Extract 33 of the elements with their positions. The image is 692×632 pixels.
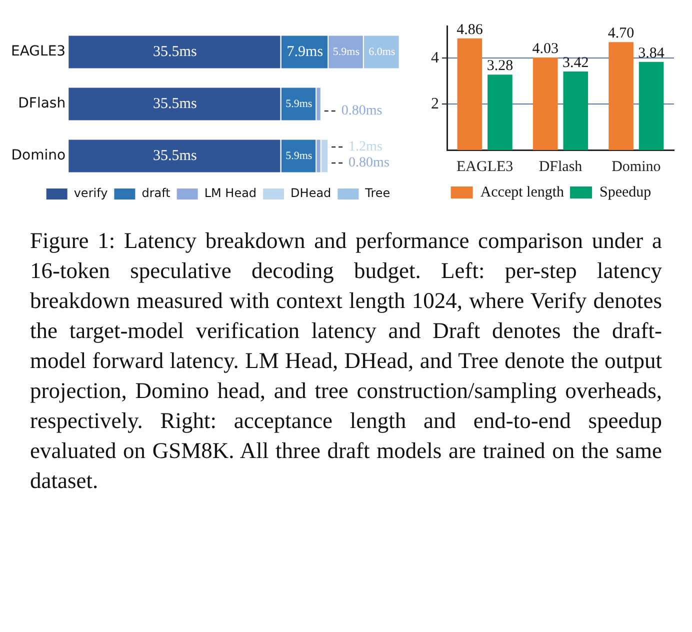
x-tick-label: Domino <box>612 158 661 175</box>
x-tick-label: EAGLE3 <box>456 158 514 175</box>
data-label: 35.5ms <box>153 96 197 112</box>
data-label: 3.84 <box>638 45 665 62</box>
y-tick-label: Domino <box>11 148 66 164</box>
data-label: 5.9ms <box>286 98 312 110</box>
data-label: 6.0ms <box>368 46 396 58</box>
legend-label: verify <box>74 186 108 200</box>
y-tick-label: 4 <box>431 49 439 66</box>
data-label: 5.9ms <box>332 46 360 58</box>
legend-label: draft <box>142 186 171 200</box>
x-tick-label: DFlash <box>538 158 583 175</box>
data-label: 7.9ms <box>286 44 324 60</box>
data-label: 5.9ms <box>286 150 312 162</box>
y-tick-label: DFlash <box>18 96 66 112</box>
data-label: 4.70 <box>608 26 634 42</box>
y-tick-label: 2 <box>431 95 439 112</box>
legend-label: LM Head <box>204 186 257 200</box>
data-label: 35.5ms <box>153 148 197 164</box>
legend-label: Speedup <box>600 184 652 200</box>
data-label: 4.03 <box>532 40 558 57</box>
data-label: 4.86 <box>456 22 484 38</box>
text: Figure 1: Latency breakdown and performance comparison under a 16-token speculative decoding budget. Left: per-step latency breakdown measured with context length 1024, where Verify denotes the target-model verification latency and Draft denotes the draft-model forward latency. LM Head, DHead, and Tree denote the output projection, Domino head, and tree construction/sampling overheads, respectively. Right: acceptance length and end-to-end speedup evaluated on GSM8K. All three draft models are trained on the same dataset. <box>30 228 662 493</box>
data-label: 0.80ms <box>348 156 390 171</box>
y-tick-label: EAGLE3 <box>11 44 66 60</box>
data-label: 3.28 <box>486 58 514 74</box>
legend-label: DHead <box>290 186 332 200</box>
data-label: 35.5ms <box>153 44 197 60</box>
legend-label: Accept length <box>480 184 565 200</box>
data-label: 1.2ms <box>348 140 382 155</box>
data-label: 3.42 <box>562 54 589 71</box>
data-label: 0.80ms <box>341 104 382 119</box>
legend-label: Tree <box>364 186 390 200</box>
